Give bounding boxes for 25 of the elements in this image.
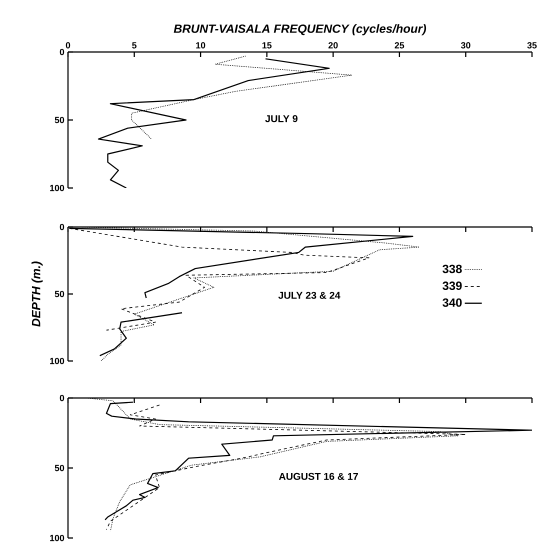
legend-label: 340 — [442, 298, 462, 307]
x-tick-label: 25 — [394, 42, 404, 48]
x-tick-label: 35 — [527, 42, 537, 48]
y-tick-label: 100 — [50, 534, 64, 542]
y-tick-label: 0 — [60, 48, 64, 56]
x-tick-label: 5 — [132, 42, 137, 48]
x-tick-label: 30 — [460, 42, 470, 48]
legend-label: 339 — [442, 282, 462, 290]
x-tick-label: 20 — [328, 42, 338, 48]
y-tick-label: 50 — [54, 116, 64, 124]
y-tick-label: 100 — [50, 184, 64, 192]
y-tick-label: 50 — [54, 290, 64, 298]
y-tick-label: 0 — [60, 394, 64, 402]
y-tick-label: 0 — [60, 224, 64, 230]
x-tick-label: 15 — [262, 42, 272, 48]
legend-label: 338 — [442, 264, 462, 274]
annotation: JULY 23 & 24 — [278, 292, 340, 299]
y-tick-label: 50 — [54, 464, 64, 472]
y-tick-label: 100 — [50, 358, 64, 364]
x-axis-title: BRUNT-VAISALA FREQUENCY (cycles/hour) — [174, 24, 426, 36]
annotation: JULY 9 — [265, 115, 298, 122]
y-axis-title: DEPTH (m.) — [32, 261, 43, 327]
x-tick-label: 0 — [66, 42, 70, 48]
annotation: AUGUST 16 & 17 — [278, 472, 358, 480]
x-tick-label: 10 — [196, 42, 206, 48]
